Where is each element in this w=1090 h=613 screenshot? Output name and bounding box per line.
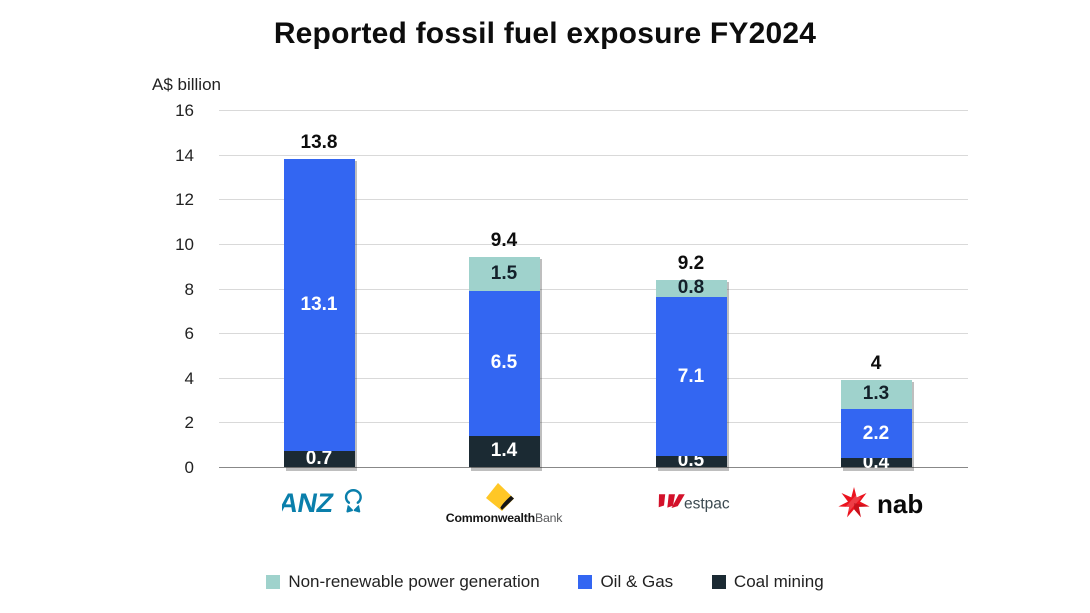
svg-text:ANZ: ANZ	[282, 487, 336, 518]
svg-text:CommonwealthBank: CommonwealthBank	[446, 511, 563, 524]
svg-text:nab: nab	[877, 489, 923, 519]
svg-text:estpac: estpac	[684, 496, 730, 513]
